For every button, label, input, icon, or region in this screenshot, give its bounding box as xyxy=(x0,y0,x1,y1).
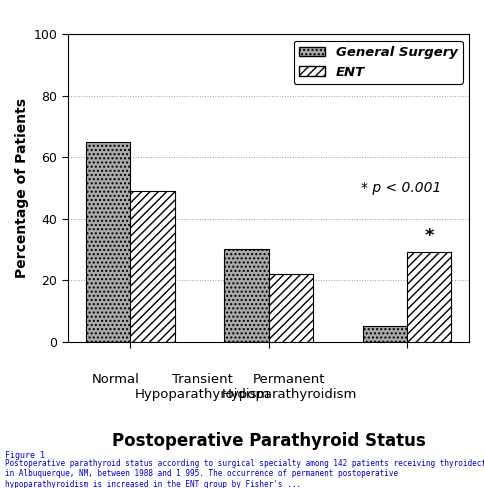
Legend: General Surgery, ENT: General Surgery, ENT xyxy=(293,41,463,84)
Bar xyxy=(86,142,130,342)
Text: Postoperative parathyroid status according to surgical specialty among 142 patie: Postoperative parathyroid status accordi… xyxy=(5,459,484,488)
Text: *: * xyxy=(424,227,434,245)
Bar xyxy=(407,252,451,342)
Bar xyxy=(130,191,175,342)
Text: Figure 1: Figure 1 xyxy=(5,451,45,460)
Text: Normal: Normal xyxy=(92,373,140,386)
Text: Permanent
Hypoparathyroidism: Permanent Hypoparathyroidism xyxy=(222,373,357,401)
Text: * p < 0.001: * p < 0.001 xyxy=(361,181,441,195)
Bar xyxy=(269,274,313,342)
Bar xyxy=(363,326,407,342)
Y-axis label: Percentage of Patients: Percentage of Patients xyxy=(15,98,30,278)
Text: Postoperative Parathyroid Status: Postoperative Parathyroid Status xyxy=(112,432,425,450)
Bar xyxy=(225,249,269,342)
Text: Transient
Hypoparathyroidism: Transient Hypoparathyroidism xyxy=(135,373,271,401)
